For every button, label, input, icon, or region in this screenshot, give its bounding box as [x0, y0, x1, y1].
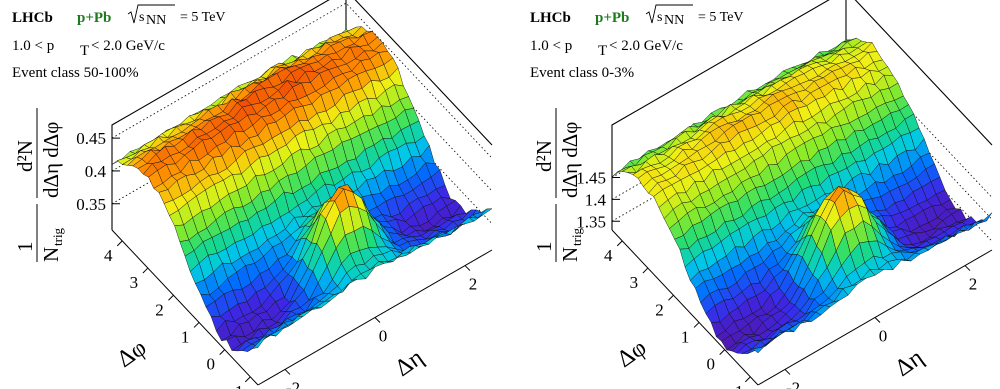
energy-label: s NN = 5 TeV — [127, 4, 226, 28]
y-tick-label: 1 — [181, 327, 190, 346]
svg-text:dΔη dΔφ: dΔη dΔφ — [558, 122, 582, 198]
event-class-label: Event class 0-3% — [530, 65, 634, 81]
experiment-label: LHCb — [12, 10, 53, 26]
y-tick-label: 0 — [206, 355, 215, 374]
y-tick-mark — [693, 322, 700, 328]
svg-text:N: N — [39, 247, 63, 262]
x-tick-label: -2 — [786, 378, 800, 389]
x-tick-mark — [784, 369, 791, 375]
z-tick-label: 1.45 — [576, 169, 606, 188]
x-axis-title: Δη — [891, 345, 929, 382]
z-tick-label: 0.45 — [76, 129, 106, 148]
x-tick-mark — [874, 317, 881, 323]
y-tick-label: 2 — [655, 300, 664, 319]
z-gridline — [111, 68, 493, 225]
svg-text:1.0 < p: 1.0 < p — [530, 38, 572, 54]
svg-text:s: s — [139, 10, 144, 25]
y-tick-mark — [616, 240, 623, 247]
collision-label: p+Pb — [595, 10, 629, 26]
svg-text:NN: NN — [664, 13, 684, 28]
y-tick-mark — [642, 267, 649, 274]
svg-text:1.0 < p: 1.0 < p — [12, 38, 54, 54]
z-gridline — [111, 2, 493, 159]
y-tick-label: -1 — [229, 382, 243, 389]
y-axis-line — [111, 229, 259, 386]
y-tick-mark — [744, 376, 751, 383]
svg-text:= 5 TeV: = 5 TeV — [698, 10, 744, 25]
svg-text:< 2.0 GeV/c: < 2.0 GeV/c — [609, 38, 683, 54]
svg-text:1: 1 — [13, 242, 37, 253]
x-tick-mark — [464, 265, 471, 271]
surface-cell — [252, 334, 268, 349]
svg-text:trig: trig — [569, 227, 584, 246]
svg-text:= 5 TeV: = 5 TeV — [180, 10, 226, 25]
pt-range-label: 1.0 < p T < 2.0 GeV/c — [530, 38, 683, 59]
z-axis-title: 1 N trig d²N dΔη dΔφ — [532, 108, 584, 262]
energy-label: s NN = 5 TeV — [645, 4, 744, 28]
x-tick-mark — [964, 265, 971, 271]
z-tick-label: 1.35 — [576, 212, 606, 231]
y-tick-mark — [244, 376, 251, 383]
y-tick-mark — [142, 267, 149, 274]
x-tick-label: 0 — [879, 327, 888, 346]
y-axis-line — [611, 229, 759, 386]
experiment-label: LHCb — [530, 10, 571, 26]
chart-panel-left: 0.350.40.45-101234-202 LHCb p+Pb s NN = … — [12, 0, 493, 389]
z-tick-label: 0.4 — [85, 162, 107, 181]
collision-label: p+Pb — [77, 10, 111, 26]
x-tick-label: 2 — [969, 275, 978, 294]
x-axis-title: Δη — [391, 345, 429, 382]
svg-text:N: N — [558, 247, 582, 262]
chart-panel-right: 1.351.41.45-101234-202 LHCb p+Pb s NN = … — [500, 0, 1000, 389]
y-tick-label: -1 — [729, 382, 743, 389]
y-tick-mark — [668, 294, 674, 301]
x-tick-mark — [374, 317, 381, 323]
y-tick-label: 0 — [706, 355, 715, 374]
y-tick-label: 4 — [604, 246, 613, 265]
surface-plot-right: 1.351.41.45-101234-202 LHCb p+Pb s NN = … — [530, 0, 993, 389]
svg-text:< 2.0 GeV/c: < 2.0 GeV/c — [91, 38, 165, 54]
x-tick-label: 2 — [469, 275, 478, 294]
z-gridline — [611, 63, 993, 220]
z-gridline — [111, 35, 493, 192]
y-tick-label: 3 — [130, 273, 139, 292]
y-tick-mark — [193, 322, 200, 328]
y-tick-label: 1 — [681, 327, 690, 346]
z-tick-label: 0.35 — [76, 195, 106, 214]
x-tick-label: -2 — [286, 378, 300, 389]
surface-plot-left: 0.350.40.45-101234-202 LHCb p+Pb s NN = … — [12, 0, 493, 389]
event-class-label: Event class 50-100% — [12, 65, 139, 81]
svg-text:s: s — [657, 10, 662, 25]
y-axis-title: Δφ — [613, 335, 652, 373]
pt-range-label: 1.0 < p T < 2.0 GeV/c — [12, 38, 165, 59]
y-tick-mark — [219, 349, 226, 356]
y-tick-label: 4 — [104, 246, 113, 265]
svg-text:dΔη dΔφ: dΔη dΔφ — [39, 122, 63, 198]
x-tick-mark — [284, 369, 291, 375]
z-gridline — [611, 41, 993, 198]
svg-text:d²N: d²N — [13, 140, 37, 172]
svg-text:1: 1 — [532, 242, 556, 253]
y-tick-mark — [719, 349, 726, 356]
z-axis-title: 1 N trig d²N dΔη dΔφ — [13, 108, 65, 262]
svg-text:T: T — [598, 43, 607, 59]
svg-text:T: T — [80, 43, 89, 59]
svg-text:trig: trig — [50, 227, 65, 246]
x-tick-label: 0 — [379, 327, 388, 346]
svg-text:d²N: d²N — [532, 140, 556, 172]
y-tick-label: 3 — [630, 273, 639, 292]
y-axis-title: Δφ — [113, 335, 152, 373]
y-tick-mark — [116, 240, 123, 247]
surface-cell — [752, 343, 768, 354]
z-tick-label: 1.4 — [585, 190, 607, 209]
svg-text:NN: NN — [146, 13, 166, 28]
y-tick-mark — [168, 294, 174, 301]
y-tick-label: 2 — [155, 300, 164, 319]
